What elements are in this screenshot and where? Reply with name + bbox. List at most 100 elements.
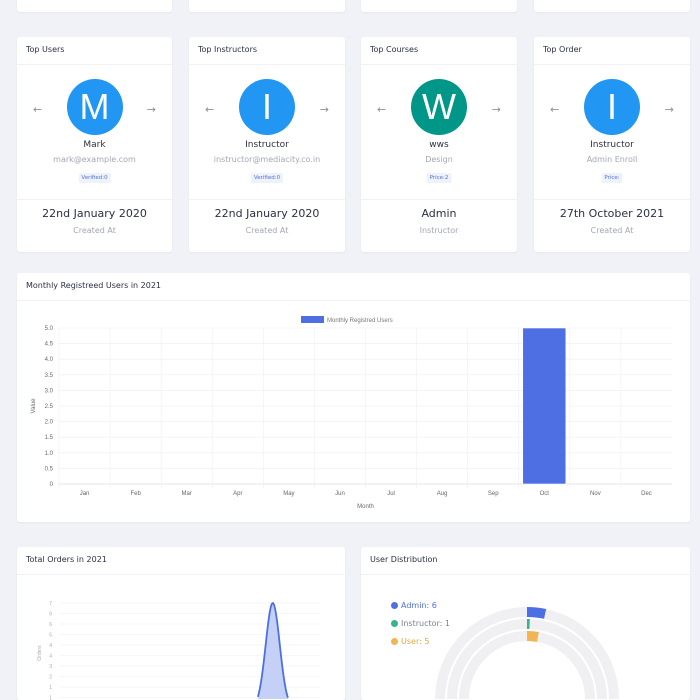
item-subtitle: Admin Enroll xyxy=(586,155,638,164)
status-badge: Verified:0 xyxy=(78,173,111,183)
divider xyxy=(361,199,517,200)
next-arrow-icon[interactable]: → xyxy=(491,103,501,116)
y-tick-label: 6 xyxy=(49,622,52,628)
stat-card xyxy=(534,0,690,12)
legend-dot xyxy=(391,620,398,627)
item-name: Mark xyxy=(83,140,106,150)
distribution-card: User Distribution Admin: 6 Instructor: 1… xyxy=(361,547,690,700)
x-tick-label: Sep xyxy=(488,491,499,497)
item-subtitle: instructor@mediacity.co.in xyxy=(213,155,321,164)
item-caption: Created At xyxy=(73,226,116,235)
y-tick-label: 3 xyxy=(49,664,52,670)
stat-card xyxy=(361,0,517,12)
area-fill xyxy=(257,603,288,699)
item-name: Instructor xyxy=(245,140,289,150)
item-subtitle: mark@example.com xyxy=(53,155,136,164)
y-tick-label: 2 xyxy=(49,675,52,681)
prev-arrow-icon[interactable]: ← xyxy=(205,103,215,116)
bar xyxy=(522,327,567,485)
legend-user[interactable]: User: 5 xyxy=(391,637,429,646)
prev-arrow-icon[interactable]: ← xyxy=(33,103,43,116)
y-tick-label: 3.0 xyxy=(45,388,54,394)
orders-card: Total Orders in 2021 7 6 6 5 4 4 3 2 1 1 Orders xyxy=(17,547,345,700)
y-tick-label: 1 xyxy=(49,696,52,700)
y-tick-label: 4.5 xyxy=(45,342,54,348)
item-name: wws xyxy=(429,140,449,150)
top-card: Top Users ← M → Mark mark@example.com Ve… xyxy=(17,37,172,252)
item-value: Admin xyxy=(421,207,457,220)
divider xyxy=(17,199,172,200)
legend-instructor[interactable]: Instructor: 1 xyxy=(391,619,450,628)
x-tick-label: Aug xyxy=(437,491,448,497)
y-tick-label: 5 xyxy=(49,633,52,639)
monthly-users-card: Monthly Registreed Users in 2021 Monthly… xyxy=(17,273,690,522)
x-tick-label: Jul xyxy=(387,491,395,497)
next-arrow-icon[interactable]: → xyxy=(664,103,674,116)
item-name: Instructor xyxy=(590,140,634,150)
y-tick-label: 1.0 xyxy=(45,451,54,457)
prev-arrow-icon[interactable]: ← xyxy=(377,103,387,116)
y-axis-label: Orders xyxy=(37,645,43,661)
legend-swatch xyxy=(301,316,324,323)
legend-label: User: 5 xyxy=(401,637,430,646)
x-tick-label: Dec xyxy=(641,491,652,497)
radial-track xyxy=(459,631,595,700)
card-title: Top Instructors xyxy=(189,37,345,65)
top-card: Top Instructors ← I → Instructor instruc… xyxy=(189,37,345,252)
status-badge: Price:2 xyxy=(426,173,452,183)
y-tick-label: 6 xyxy=(49,612,52,618)
avatar: M xyxy=(66,79,123,135)
divider xyxy=(534,199,690,200)
legend-dot xyxy=(391,638,398,645)
monthly-users-chart: Monthly Registred Users 5.0 4.5 4.0 3.5 3.0 2.… xyxy=(31,316,672,510)
y-tick-label: 4 xyxy=(49,643,52,649)
card-title: Top Users xyxy=(17,37,172,65)
legend-dot xyxy=(391,602,398,609)
card-title: Top Courses xyxy=(361,37,517,65)
radial-bar xyxy=(526,631,539,642)
card-title: Total Orders in 2021 xyxy=(17,547,345,575)
orders-chart: 7 6 6 5 4 4 3 2 1 1 Orders xyxy=(37,601,320,700)
item-caption: Instructor xyxy=(419,226,459,235)
item-subtitle: Design xyxy=(425,155,453,164)
legend-label: Instructor: 1 xyxy=(401,619,450,628)
x-tick-label: May xyxy=(283,491,294,497)
item-caption: Created At xyxy=(245,226,289,235)
status-badge: Price: xyxy=(601,173,623,183)
x-axis-label: Month xyxy=(357,504,374,510)
y-tick-label: 3.5 xyxy=(45,373,54,379)
y-tick-label: 1.5 xyxy=(45,435,54,441)
x-tick-label: Oct xyxy=(540,491,550,497)
y-tick-label: 0 xyxy=(50,482,54,488)
avatar: I xyxy=(584,79,640,135)
card-title: Top Order xyxy=(534,37,690,65)
y-tick-label: 2.0 xyxy=(45,420,54,426)
card-title: Monthly Registreed Users in 2021 xyxy=(17,273,690,301)
x-tick-label: Jun xyxy=(335,491,345,497)
top-card: Top Order ← I → Instructor Admin Enroll … xyxy=(534,37,690,252)
item-value: 22nd January 2020 xyxy=(214,207,320,220)
y-tick-label: 0.5 xyxy=(45,466,54,472)
distribution-chart xyxy=(435,607,619,700)
x-tick-label: Apr xyxy=(233,491,242,497)
next-arrow-icon[interactable]: → xyxy=(146,103,156,116)
prev-arrow-icon[interactable]: ← xyxy=(550,103,560,116)
stat-card xyxy=(17,0,172,12)
divider xyxy=(189,199,345,200)
x-tick-label: Mar xyxy=(182,491,192,497)
x-tick-label: Jan xyxy=(80,491,90,497)
item-value: 27th October 2021 xyxy=(559,207,665,220)
y-tick-label: 2.5 xyxy=(45,404,54,410)
legend-label: Admin: 6 xyxy=(401,601,437,610)
x-tick-label: Nov xyxy=(590,491,601,497)
next-arrow-icon[interactable]: → xyxy=(319,103,329,116)
card-title: User Distribution xyxy=(361,547,690,575)
y-tick-label: 1 xyxy=(49,685,52,691)
legend-admin[interactable]: Admin: 6 xyxy=(391,601,437,610)
avatar: I xyxy=(239,79,295,135)
y-tick-label: 7 xyxy=(49,601,52,607)
y-tick-label: 4 xyxy=(49,654,52,660)
avatar: W xyxy=(411,79,467,135)
item-caption: Created At xyxy=(590,226,634,235)
legend-label: Monthly Registred Users xyxy=(327,318,393,324)
